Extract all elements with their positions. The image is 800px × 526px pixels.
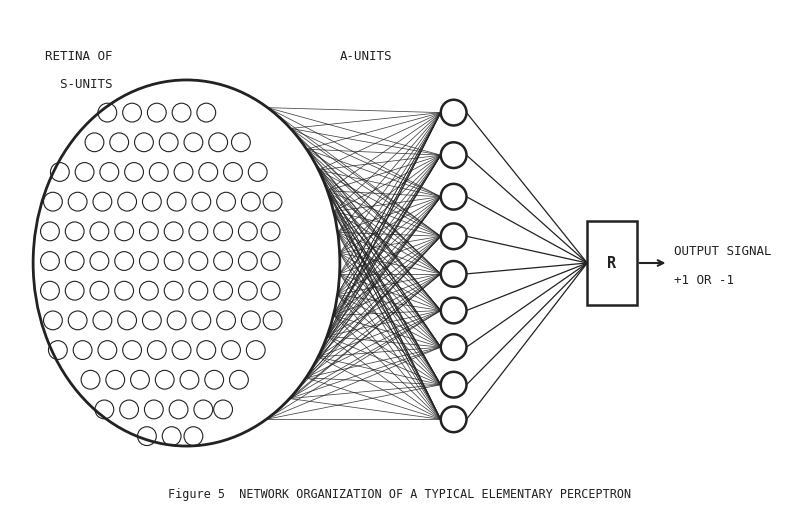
Text: OUTPUT SIGNAL: OUTPUT SIGNAL [674, 245, 772, 258]
Text: RETINA OF: RETINA OF [45, 50, 113, 63]
Circle shape [441, 100, 466, 126]
Circle shape [441, 407, 466, 432]
Circle shape [441, 334, 466, 360]
Circle shape [441, 261, 466, 287]
Text: A-UNITS: A-UNITS [340, 50, 392, 63]
Circle shape [441, 184, 466, 209]
Circle shape [441, 298, 466, 323]
Bar [587, 221, 637, 305]
Text: S-UNITS: S-UNITS [45, 78, 113, 91]
Circle shape [441, 143, 466, 168]
Text: Figure 5  NETWORK ORGANIZATION OF A TYPICAL ELEMENTARY PERCEPTRON: Figure 5 NETWORK ORGANIZATION OF A TYPIC… [168, 489, 630, 501]
Text: R: R [607, 256, 617, 270]
Circle shape [441, 372, 466, 398]
Circle shape [441, 224, 466, 249]
Ellipse shape [33, 80, 340, 446]
Text: +1 OR -1: +1 OR -1 [674, 275, 734, 287]
